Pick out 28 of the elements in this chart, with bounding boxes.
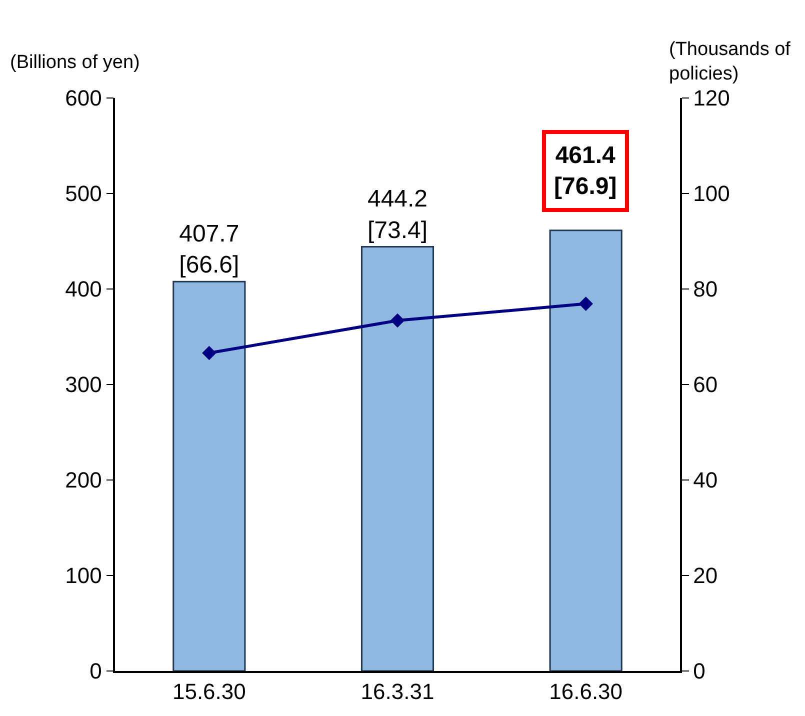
y-axis-title: (Billions of yen) — [10, 52, 140, 73]
y-tick-label: 0 — [90, 658, 102, 684]
data-label: 407.7 [66.6] — [179, 220, 240, 279]
annotation: 461.4 [76.9] — [554, 142, 617, 200]
bar — [360, 246, 434, 671]
point — [202, 346, 216, 360]
y-tick-label: 300 — [65, 372, 102, 398]
data-label: 444.2 [73.4] — [367, 186, 428, 244]
y2-tick-label: 60 — [693, 372, 718, 398]
y2-tick-label: 80 — [693, 276, 718, 302]
y2-tick-label: 20 — [693, 563, 718, 588]
y2-tick-label: 0 — [693, 658, 706, 684]
y-tick-label: 400 — [65, 276, 102, 302]
x-tick-label: 16.6.30 — [549, 679, 623, 704]
y2-tick-label: 40 — [693, 468, 718, 493]
y2-tick-label: 100 — [693, 181, 730, 206]
x-tick-label: 15.6.30 — [172, 679, 246, 704]
y2-axis-title: (Thousands of policies) — [669, 39, 792, 85]
y-tick-label: 600 — [65, 86, 102, 111]
point — [390, 313, 405, 328]
x-tick-label: 16.3.31 — [360, 679, 434, 704]
y-tick-label: 100 — [65, 563, 102, 588]
bar — [172, 280, 246, 671]
point — [578, 296, 593, 311]
y-tick-label: 200 — [65, 468, 102, 493]
bar — [549, 230, 622, 671]
y2-tick-label: 120 — [693, 86, 730, 111]
y-tick-label: 500 — [65, 181, 102, 206]
